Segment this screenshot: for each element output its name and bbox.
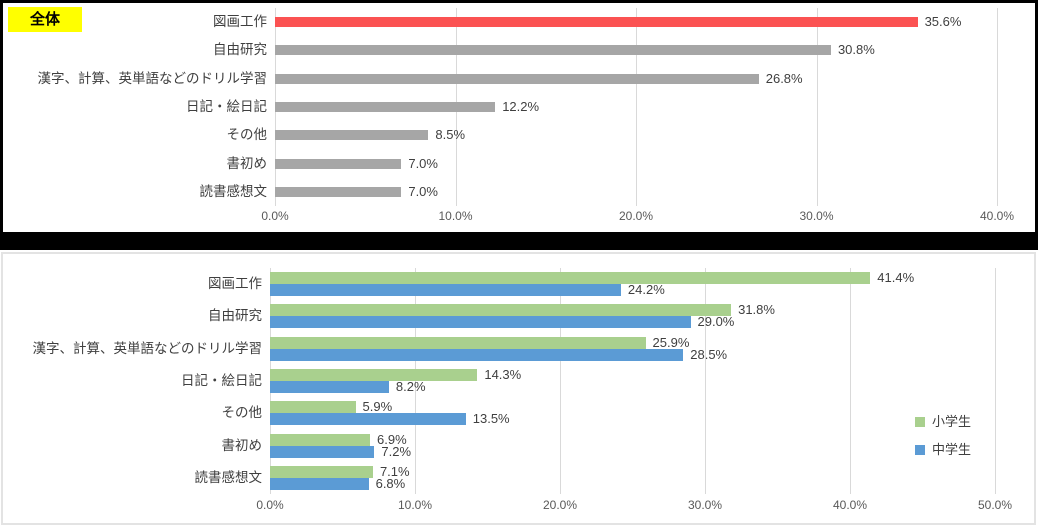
bar-value-label: 31.8% [738, 302, 775, 318]
bar-elementary [270, 304, 732, 317]
bar-junior-high [270, 284, 621, 296]
bar-junior-high [270, 380, 389, 393]
bar-junior-high [270, 445, 375, 458]
gridline [636, 8, 637, 206]
bar [275, 186, 402, 197]
bar-value-label: 14.3% [484, 366, 522, 382]
bar-elementary [270, 368, 478, 381]
gridline [415, 268, 416, 494]
category-label: 書初め [226, 155, 268, 171]
x-tick-label: 40.0% [832, 498, 868, 512]
bar-junior-high [270, 413, 466, 426]
category-label: 自由研究 [208, 308, 262, 324]
bar [275, 45, 831, 56]
x-tick-label: 40.0% [979, 209, 1015, 223]
category-label: 読書感想文 [199, 183, 268, 199]
section-label-badge: 全体 [8, 7, 83, 32]
legend-label: 小学生 [932, 414, 972, 429]
bar-value-label: 7.1% [379, 463, 410, 479]
bar-value-label: 13.5% [472, 411, 510, 427]
bar-value-label: 35.6% [924, 14, 962, 29]
category-label: 図画工作 [208, 276, 262, 291]
category-label: 読書感想文 [194, 469, 263, 485]
bar-value-label: 7.0% [408, 155, 438, 171]
x-tick-label: 0.0% [261, 209, 289, 223]
bar-value-label: 6.8% [375, 475, 406, 491]
bar-elementary [270, 272, 871, 284]
bar [275, 130, 429, 141]
category-label: 日記・絵日記 [186, 98, 267, 114]
bar [275, 158, 402, 169]
bar-value-label: 7.2% [381, 443, 412, 459]
bar-value-label: 25.9% [652, 334, 690, 350]
bar-value-label: 7.0% [408, 183, 438, 199]
bar-junior-high [270, 316, 691, 329]
gridline [850, 268, 851, 494]
bar-value-label: 30.8% [837, 42, 875, 58]
category-label: その他 [226, 127, 268, 143]
bar [275, 17, 918, 27]
x-tick-label: 10.0% [438, 209, 473, 223]
category-label: 図画工作 [213, 14, 267, 29]
bar-value-label: 24.2% [627, 282, 665, 297]
bar-value-label: 8.5% [435, 127, 466, 143]
x-tick-label: 20.0% [618, 209, 654, 223]
x-tick-label: 30.0% [799, 209, 834, 223]
bar-value-label: 5.9% [362, 399, 393, 415]
gridline [560, 268, 561, 494]
bar-elementary [270, 401, 356, 414]
legend-label: 中学生 [932, 442, 972, 457]
gridline [995, 268, 996, 494]
bar-junior-high [270, 477, 369, 490]
x-tick-label: 50.0% [977, 498, 1013, 512]
bar-value-label: 8.2% [395, 378, 426, 394]
overall-chart-panel: 全体 0.0% 10.0% 20.0% 30.0% 40.0% 図画工作 35.6% 自由研究… [0, 0, 1038, 232]
bar-value-label: 12.2% [502, 98, 540, 114]
bar-junior-high [270, 348, 684, 361]
x-tick-label: 30.0% [687, 498, 723, 512]
x-tick-label: 0.0% [256, 498, 284, 512]
bar-value-label: 29.0% [697, 314, 735, 330]
bar-value-label: 41.4% [877, 270, 915, 285]
bar-value-label: 6.9% [377, 431, 407, 447]
category-label: 漢字、計算、英単語などのドリル学習 [37, 70, 268, 86]
x-tick-label: 20.0% [542, 498, 578, 512]
bar-value-label: 26.8% [765, 70, 803, 86]
bar-elementary [270, 433, 371, 446]
bar-elementary [270, 465, 373, 478]
bar-elementary [270, 336, 646, 349]
by-grade-bar-chart: 0.0% 10.0% 20.0% 30.0% 40.0% 50.0% 図画工作 41.4% 24… [3, 254, 1034, 523]
category-label: 書初め [221, 437, 263, 453]
legend-swatch-elementary [915, 417, 925, 427]
overall-bar-chart: 0.0% 10.0% 20.0% 30.0% 40.0% 図画工作 35.6% 自由研究 30.… [3, 3, 1035, 232]
legend-swatch-junior-high [915, 445, 925, 455]
black-separator [0, 232, 1038, 250]
bar [275, 101, 496, 112]
category-label: その他 [221, 405, 263, 421]
bar-value-label: 28.5% [690, 346, 728, 362]
by-grade-chart-panel: 0.0% 10.0% 20.0% 30.0% 40.0% 50.0% 図画工作 41.4% 24… [1, 252, 1036, 525]
bar [275, 73, 759, 84]
category-label: 自由研究 [213, 42, 267, 58]
category-label: 漢字、計算、英単語などのドリル学習 [32, 340, 263, 356]
category-label: 日記・絵日記 [181, 372, 262, 388]
x-tick-label: 10.0% [397, 498, 433, 512]
gridline [997, 8, 998, 206]
gridline [816, 8, 818, 206]
gridline [705, 268, 706, 494]
